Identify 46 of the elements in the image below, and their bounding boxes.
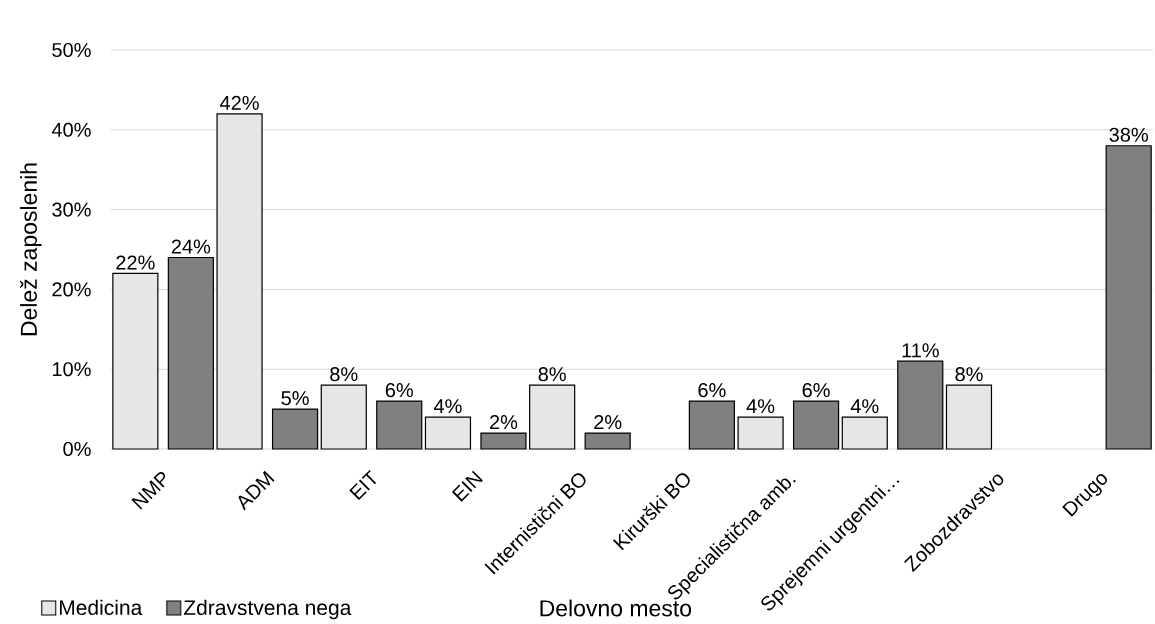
data-label: 5% [281, 391, 309, 406]
y-tick-label: 10% [52, 362, 91, 377]
data-label: 6% [385, 383, 413, 398]
data-label: 8% [955, 367, 983, 382]
data-label: 2% [594, 415, 622, 430]
y-tick-label: 50% [52, 42, 91, 58]
data-label: 6% [698, 383, 726, 398]
y-tick-label: 0% [63, 441, 91, 457]
bar [376, 400, 423, 450]
x-tick-label: EIN [451, 470, 483, 502]
bar [584, 432, 631, 450]
bar [480, 432, 527, 450]
data-label: 22% [116, 255, 155, 270]
data-label: 4% [746, 399, 775, 414]
bar [112, 272, 159, 450]
data-label: 38% [1109, 127, 1148, 142]
data-label: 11% [902, 343, 939, 358]
y-tick-label: 30% [52, 202, 91, 217]
bar [792, 400, 840, 450]
bar [424, 416, 472, 450]
bar [529, 384, 576, 450]
data-label: 4% [433, 399, 462, 414]
y-tick-label: 20% [52, 282, 91, 297]
legend-label: Zdravstvena nega [183, 599, 352, 620]
bar [167, 256, 214, 450]
x-tick-label: EIT [349, 469, 377, 501]
data-label: 2% [490, 415, 518, 430]
bar [271, 408, 319, 450]
data-label: 42% [220, 95, 259, 110]
bar [841, 416, 888, 450]
y-axis-title: Delež zaposlenih [20, 163, 42, 336]
bar [216, 113, 263, 450]
data-label: 24% [171, 239, 211, 254]
bar [897, 360, 944, 450]
bar [737, 416, 784, 450]
legend-label: Medicina [59, 599, 143, 616]
data-label: 8% [538, 367, 566, 382]
data-label: 4% [850, 399, 879, 414]
bar [945, 384, 993, 450]
bar [1105, 145, 1152, 450]
data-label: 8% [330, 367, 358, 382]
bar [688, 400, 735, 450]
data-label: 6% [802, 383, 830, 398]
x-axis-title: Delovno mesto [540, 599, 692, 617]
y-tick-label: 40% [51, 122, 91, 137]
bar [320, 384, 367, 450]
